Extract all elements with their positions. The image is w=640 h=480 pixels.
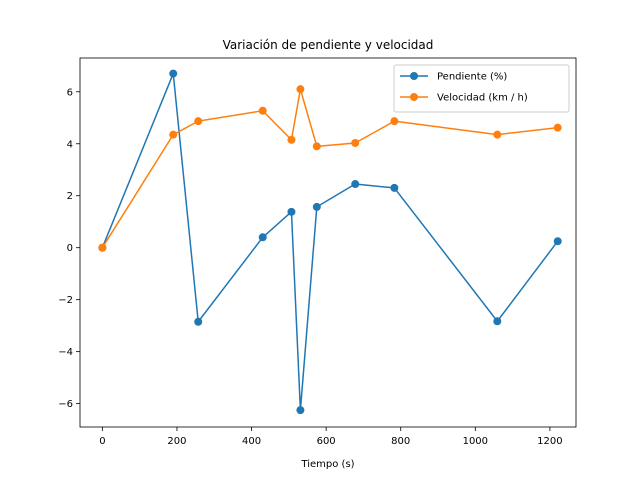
axes-frame bbox=[79, 57, 577, 428]
x-tick-label: 800 bbox=[391, 436, 410, 447]
y-tick-label: 0 bbox=[67, 243, 73, 254]
legend-marker bbox=[410, 93, 418, 101]
legend: Pendiente (%) Velocidad (km / h) bbox=[393, 64, 570, 113]
y-tick-label: −4 bbox=[58, 347, 73, 358]
data-point bbox=[390, 183, 399, 192]
plot-area bbox=[79, 57, 577, 428]
data-point bbox=[194, 317, 203, 326]
x-axis-label: Tiempo (s) bbox=[300, 459, 354, 470]
data-point bbox=[258, 233, 267, 242]
legend-label: Pendiente (%) bbox=[437, 72, 507, 83]
y-tick-label: −6 bbox=[58, 399, 73, 410]
data-point bbox=[287, 207, 296, 216]
y-tick-label: 2 bbox=[67, 191, 73, 202]
x-tick-label: 400 bbox=[242, 436, 261, 447]
legend-label: Velocidad (km / h) bbox=[437, 93, 528, 104]
data-point bbox=[169, 130, 178, 139]
data-point bbox=[194, 117, 203, 126]
data-point bbox=[390, 117, 399, 126]
chart-title: Variación de pendiente y velocidad bbox=[223, 38, 434, 52]
x-tick-label: 1000 bbox=[463, 436, 488, 447]
y-tick-label: 6 bbox=[67, 87, 73, 98]
y-axis-ticks: −6 −4 −2 0 2 4 6 bbox=[58, 87, 80, 410]
data-point bbox=[98, 243, 107, 252]
series-line bbox=[101, 72, 559, 411]
data-point bbox=[351, 180, 360, 189]
series-2 bbox=[98, 85, 562, 252]
data-point bbox=[351, 138, 360, 147]
legend-item: Pendiente (%) bbox=[400, 72, 507, 83]
data-point bbox=[312, 202, 321, 211]
series-line bbox=[101, 88, 558, 249]
data-point bbox=[493, 317, 502, 326]
x-axis-ticks: 0 200 400 600 800 1000 1200 bbox=[99, 427, 563, 447]
data-point bbox=[493, 130, 502, 139]
series-1 bbox=[98, 69, 562, 415]
data-point bbox=[258, 106, 267, 115]
legend-marker bbox=[410, 72, 418, 80]
data-point bbox=[553, 123, 562, 132]
x-tick-label: 0 bbox=[99, 436, 105, 447]
x-tick-label: 1200 bbox=[537, 436, 562, 447]
legend-item: Velocidad (km / h) bbox=[400, 93, 528, 104]
x-tick-label: 200 bbox=[167, 436, 186, 447]
data-point bbox=[553, 237, 562, 246]
data-point bbox=[296, 85, 305, 94]
y-tick-label: −2 bbox=[58, 295, 73, 306]
x-tick-label: 600 bbox=[317, 436, 336, 447]
data-point bbox=[287, 135, 296, 144]
legend-box bbox=[393, 64, 570, 113]
y-tick-label: 4 bbox=[67, 139, 73, 150]
data-point bbox=[312, 142, 321, 151]
series-group bbox=[98, 69, 562, 415]
data-point bbox=[296, 406, 305, 415]
data-point bbox=[169, 69, 178, 78]
